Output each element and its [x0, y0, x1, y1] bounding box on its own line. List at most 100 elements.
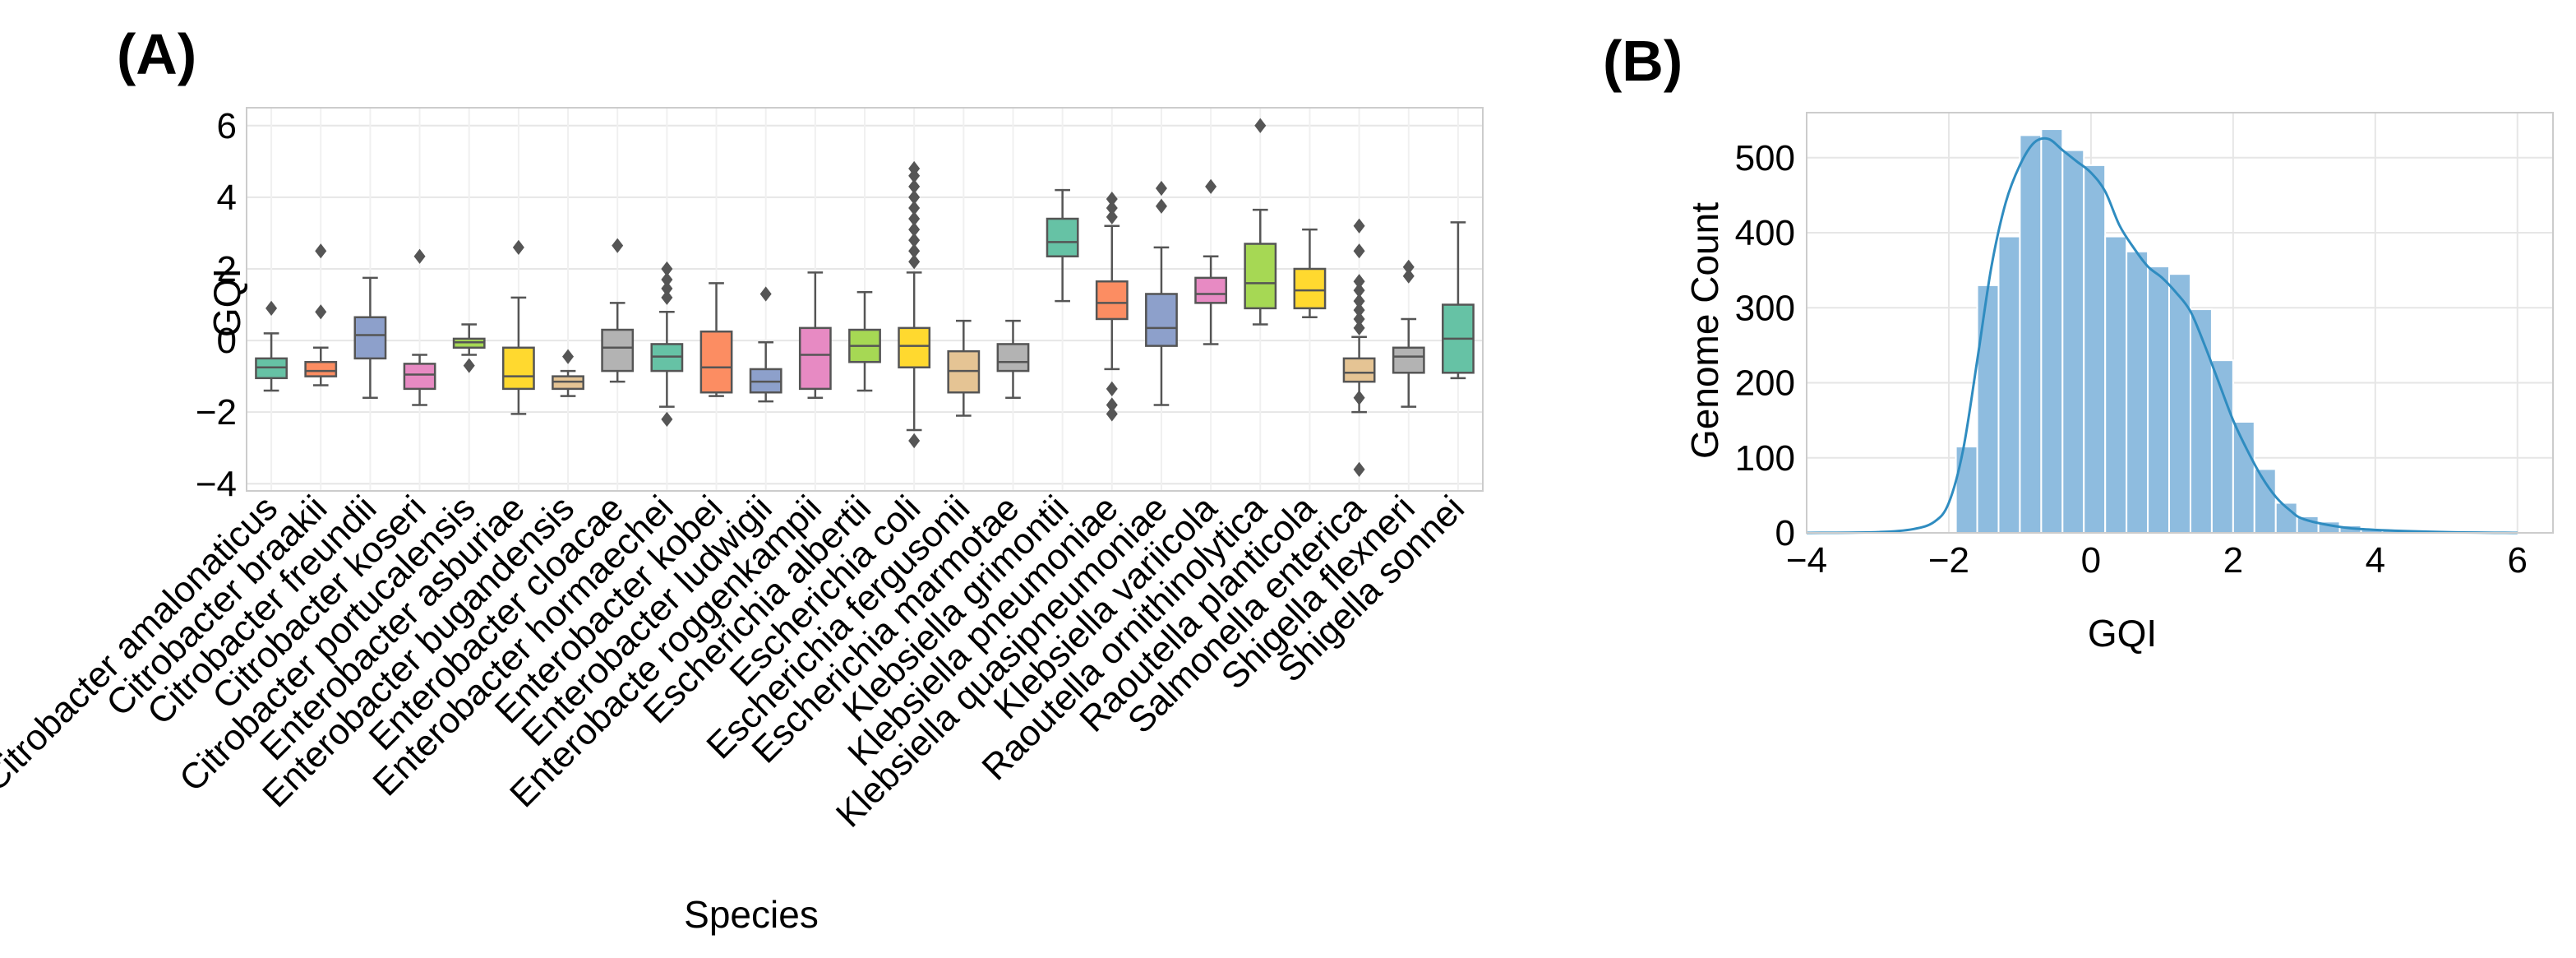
boxplot-outlier [1155, 198, 1167, 214]
boxplot-outlier [1353, 302, 1365, 318]
boxplot-box [1194, 276, 1228, 304]
boxplot-box [1095, 280, 1129, 321]
histogram-bar [2232, 420, 2255, 535]
histogram-bar [1976, 284, 2000, 534]
histogram-bar [1997, 235, 2021, 534]
histogram-y-tick-label: 200 [1735, 363, 1795, 404]
boxplot-box [1145, 293, 1178, 347]
histogram-y-tick-label: 100 [1735, 438, 1795, 479]
boxplot-outlier [908, 189, 921, 205]
boxplot-box [1046, 217, 1079, 257]
histogram-y-axis-title: Genome Count [1683, 202, 1726, 459]
boxplot-outlier [1353, 218, 1365, 234]
boxplot-outlier [1402, 259, 1415, 275]
boxplot-outlier [661, 289, 673, 305]
boxplot-y-tick-label: −4 [196, 464, 237, 504]
boxplot-outlier [908, 254, 921, 270]
boxplot-box [996, 343, 1030, 373]
histogram-bar [2168, 273, 2191, 534]
histogram-x-tick-label: 0 [2081, 540, 2101, 581]
boxplot-box [1244, 243, 1277, 310]
boxplot-outlier [1106, 200, 1118, 216]
boxplot-box [304, 360, 338, 377]
boxplot-outlier [1106, 209, 1118, 224]
histogram-kde-line [1806, 137, 2518, 535]
boxplot-frame [246, 107, 1484, 492]
boxplot-y-tick-label: −2 [196, 392, 237, 433]
boxplot-outlier [908, 178, 921, 194]
boxplot-outlier [908, 243, 921, 259]
boxplot-outlier [908, 433, 921, 449]
boxplot-box [898, 326, 931, 368]
histogram-x-ticks: −4 −2 0 2 4 6 [1786, 540, 2528, 581]
boxplot-outlier [759, 286, 772, 302]
boxplot-y-tick-label: 2 [217, 249, 237, 289]
boxplot-outlier [1353, 461, 1365, 477]
boxplot-outlier [1155, 180, 1167, 197]
boxplot-box [798, 326, 832, 391]
boxplot-outlier [1254, 118, 1267, 133]
histogram-bar [2253, 468, 2277, 534]
histogram-bar [2083, 164, 2107, 534]
boxplot-box [1293, 267, 1327, 310]
boxplot-outlier [908, 200, 921, 216]
boxplot-outlier [315, 304, 327, 320]
boxplot-y-tick-label: 6 [217, 106, 237, 146]
histogram-bar [2189, 308, 2213, 534]
boxplot-outlier [908, 221, 921, 238]
boxplot-box [1392, 346, 1425, 374]
boxplot-x-axis-title: Species [684, 893, 819, 936]
boxplot-boxes [255, 118, 1475, 477]
boxplot-box [403, 363, 436, 391]
histogram-x-tick-label: 6 [2508, 540, 2528, 581]
boxplot-y-axis-title: GQI [205, 268, 248, 337]
boxplot-outlier [1353, 294, 1365, 309]
histogram-x-tick-label: −2 [1928, 540, 1969, 581]
panel-b-label: (B) [1603, 29, 1683, 93]
boxplot-box [699, 330, 733, 394]
histogram-chart: −4 −2 0 2 4 6 0 100 200 300 400 500 GQI Genome Cou… [1683, 112, 2554, 655]
histogram-bar [2104, 235, 2128, 534]
boxplot-outlier [1353, 311, 1365, 327]
boxplot-outlier [1402, 268, 1415, 284]
boxplot-outlier [908, 160, 921, 177]
boxplot-outlier [661, 411, 673, 427]
boxplot-outlier [661, 261, 673, 277]
boxplot-outlier [562, 349, 575, 364]
boxplot-outlier [1353, 243, 1365, 259]
boxplot-box [501, 346, 535, 391]
histogram-x-tick-label: 4 [2366, 540, 2385, 581]
histogram-y-tick-label: 0 [1775, 513, 1795, 553]
boxplot-outlier [265, 300, 278, 316]
histogram-bar [2147, 266, 2171, 534]
boxplot-y-tick-label: 0 [217, 321, 237, 361]
boxplot-outlier [661, 280, 673, 297]
boxplot-chart: −4 −2 0 2 4 6 Citrobacter amalonaticusCitroba… [0, 106, 1484, 936]
boxplot-outlier [1353, 320, 1365, 336]
boxplot-outlier [1205, 178, 1217, 194]
histogram-x-tick-label: −4 [1786, 540, 1827, 581]
boxplot-outlier [413, 248, 426, 264]
boxplot-y-tick-label: 4 [217, 178, 237, 218]
histogram-x-tick-label: 2 [2223, 540, 2243, 581]
boxplot-outlier [1353, 390, 1365, 405]
boxplot-outlier [1106, 406, 1118, 422]
boxplot-outlier [661, 271, 673, 288]
histogram-bar [2040, 128, 2064, 534]
histogram-bar [2210, 359, 2234, 534]
boxplot-outlier [1353, 283, 1365, 299]
boxplot-outlier [512, 239, 524, 255]
boxplot-box [353, 316, 387, 360]
panel-a-label: (A) [117, 22, 196, 86]
boxplot-outlier [315, 243, 327, 259]
boxplot-outlier [908, 211, 921, 227]
boxplot-outlier [612, 238, 624, 253]
histogram-bar [2061, 149, 2085, 534]
boxplot-outlier [1106, 381, 1118, 396]
histogram-bar [2126, 250, 2149, 534]
histogram-y-tick-label: 400 [1735, 213, 1795, 253]
histogram-frame [1806, 112, 2554, 534]
boxplot-box [601, 328, 635, 373]
